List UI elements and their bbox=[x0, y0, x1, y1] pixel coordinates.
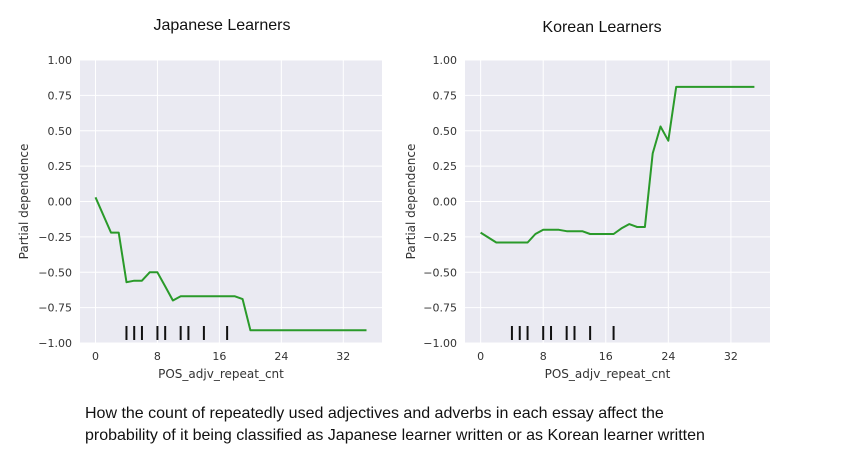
y-tick-label: 0.50 bbox=[48, 125, 73, 138]
y-tick-label: 0.00 bbox=[48, 196, 73, 209]
y-tick-label: −0.25 bbox=[423, 231, 457, 244]
y-tick-label: 1.00 bbox=[433, 54, 458, 67]
y-tick-label: −0.50 bbox=[38, 266, 72, 279]
x-tick-label: 32 bbox=[724, 350, 738, 363]
y-tick-label: 0.75 bbox=[48, 89, 73, 102]
caption-line-1: How the count of repeatedly used adjecti… bbox=[85, 405, 664, 422]
y-tick-label: 0.75 bbox=[433, 89, 458, 102]
y-tick-label: 0.50 bbox=[433, 125, 458, 138]
x-tick-label: 0 bbox=[92, 350, 99, 363]
chart-title: Korean Learners bbox=[542, 19, 661, 36]
y-tick-label: 0.25 bbox=[48, 160, 73, 173]
x-tick-label: 24 bbox=[274, 350, 288, 363]
x-axis-label: POS_adjv_repeat_cnt bbox=[545, 367, 671, 381]
y-tick-label: −0.25 bbox=[38, 231, 72, 244]
x-tick-label: 16 bbox=[212, 350, 226, 363]
y-tick-label: −1.00 bbox=[38, 337, 72, 350]
x-tick-label: 24 bbox=[661, 350, 675, 363]
x-tick-label: 8 bbox=[540, 350, 547, 363]
series-line-1 bbox=[480, 85, 755, 244]
x-axis-label: POS_adjv_repeat_cnt bbox=[158, 367, 284, 381]
x-tick-label: 16 bbox=[599, 350, 613, 363]
partial-dependence-figure: 1.00 0.75 0.50 0.25 0.00 −0.25 −0.50 −0.75 −1.00… bbox=[17, 17, 770, 381]
y-tick-label: −0.75 bbox=[38, 302, 72, 315]
series-line-1 bbox=[94, 196, 367, 332]
chart-panel-1: 1.00 0.75 0.50 0.25 0.00 −0.25 −0.50 −0.75 −1.00… bbox=[17, 17, 382, 381]
y-tick-label: 1.00 bbox=[48, 54, 73, 67]
y-axis-label: Partial dependence bbox=[17, 144, 31, 260]
y-tick-label: −1.00 bbox=[423, 337, 457, 350]
figure-caption: How the count of repeatedly used adjecti… bbox=[85, 403, 845, 447]
caption-line-2: probability of it being classified as Ja… bbox=[85, 427, 705, 444]
y-tick-label: 0.25 bbox=[433, 160, 458, 173]
y-axis-label: Partial dependence bbox=[404, 144, 418, 260]
y-tick-label: −0.75 bbox=[423, 302, 457, 315]
x-tick-label: 32 bbox=[336, 350, 350, 363]
y-tick-label: 0.00 bbox=[433, 196, 458, 209]
x-tick-label: 8 bbox=[154, 350, 161, 363]
chart-title: Japanese Learners bbox=[154, 17, 291, 34]
x-tick-label: 0 bbox=[477, 350, 484, 363]
chart-panel-2: 1.00 0.75 0.50 0.25 0.00 −0.25 −0.50 −0.75 −1.00… bbox=[404, 19, 770, 381]
y-tick-label: −0.50 bbox=[423, 266, 457, 279]
